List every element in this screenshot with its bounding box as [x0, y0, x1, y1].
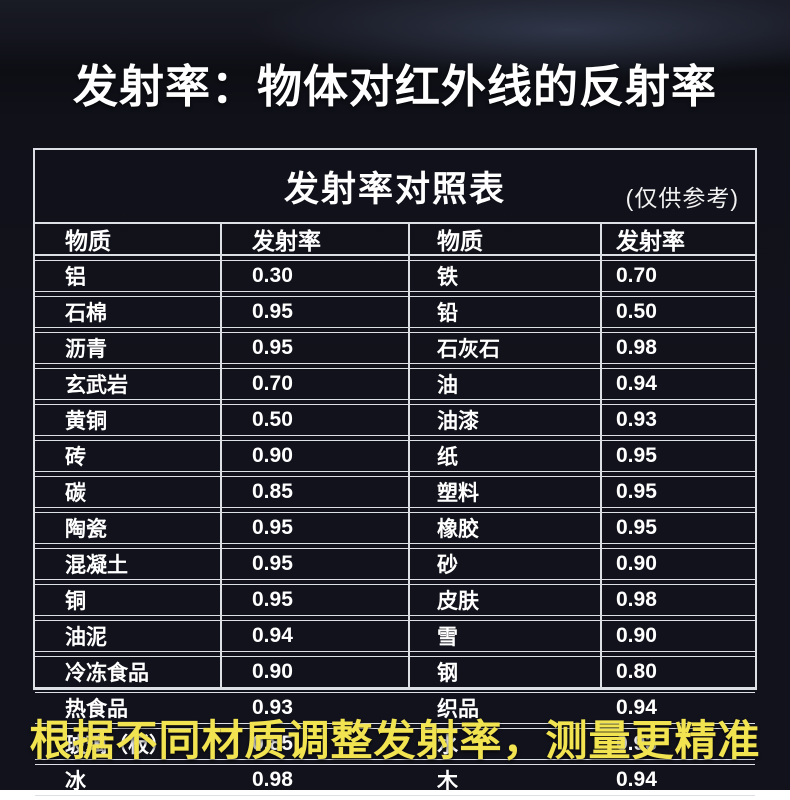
material-cell-left: 冰	[65, 770, 86, 793]
emissivity-cell-left: 0.70	[252, 372, 293, 395]
material-cell-right: 砂	[437, 554, 458, 577]
material-cell-left: 混凝土	[65, 554, 128, 577]
material-cell-right: 水	[437, 734, 458, 757]
emissivity-cell-left: 0.50	[252, 408, 293, 431]
table-row: 冰 0.98 木 0.94	[35, 764, 755, 796]
material-cell-right: 橡胶	[437, 518, 479, 541]
emissivity-cell-left: 0.85	[252, 732, 293, 755]
material-cell-left: 陶瓷	[65, 518, 107, 541]
emissivity-cell-left: 0.98	[252, 768, 293, 791]
table-row: 玄武岩 0.70 油 0.94	[35, 368, 755, 400]
emissivity-cell-right: 0.94	[616, 768, 657, 791]
emissivity-cell-right: 0.94	[616, 372, 657, 395]
table-row: 陶瓷 0.95 橡胶 0.95	[35, 512, 755, 544]
material-cell-right: 塑料	[437, 482, 479, 505]
emissivity-table: 发射率对照表 (仅供参考) 物质 发射率 物质 发射率 铝 0.30 铁 0.7…	[33, 148, 757, 796]
material-cell-left: 沥青	[65, 338, 107, 361]
emissivity-cell-right: 0.93	[616, 732, 657, 755]
page-title: 发射率：物体对红外线的反射率	[72, 61, 717, 112]
material-cell-left: 铝	[65, 266, 86, 289]
material-cell-right: 皮肤	[437, 590, 479, 613]
column-header-material-left: 物质	[65, 228, 111, 254]
material-cell-left: 冷冻食品	[65, 662, 149, 685]
table-row: 热食品 0.93 织品 0.94	[35, 692, 755, 724]
emissivity-cell-right: 0.70	[616, 264, 657, 287]
table-title-row: 发射率对照表 (仅供参考)	[35, 150, 755, 222]
emissivity-cell-right: 0.95	[616, 444, 657, 467]
material-cell-right: 铁	[437, 266, 458, 289]
table-row: 油泥 0.94 雪 0.90	[35, 620, 755, 652]
table-row: 碳 0.85 塑料 0.95	[35, 476, 755, 508]
material-cell-right: 织品	[437, 698, 479, 721]
emissivity-cell-right: 0.80	[616, 660, 657, 683]
material-cell-left: 热食品	[65, 698, 128, 721]
emissivity-cell-left: 0.95	[252, 516, 293, 539]
table-row: 沥青 0.95 石灰石 0.98	[35, 332, 755, 364]
emissivity-cell-right: 0.95	[616, 480, 657, 503]
material-cell-left: 油泥	[65, 626, 107, 649]
table-note: (仅供参考)	[625, 185, 739, 211]
emissivity-cell-right: 0.95	[616, 516, 657, 539]
emissivity-cell-left: 0.94	[252, 624, 293, 647]
table-row: 铝 0.30 铁 0.70	[35, 260, 755, 292]
material-cell-right: 油漆	[437, 410, 479, 433]
material-cell-left: 铜	[65, 590, 86, 613]
emissivity-cell-right: 0.90	[616, 552, 657, 575]
table-row: 玻璃（板） 0.85 水 0.93	[35, 728, 755, 760]
emissivity-cell-right: 0.94	[616, 696, 657, 719]
emissivity-cell-right: 0.50	[616, 300, 657, 323]
emissivity-cell-left: 0.95	[252, 588, 293, 611]
table-header-row: 物质 发射率 物质 发射率	[35, 224, 755, 256]
column-divider-2	[408, 224, 410, 688]
material-cell-right: 石灰石	[437, 338, 500, 361]
material-cell-right: 雪	[437, 626, 458, 649]
emissivity-cell-left: 0.90	[252, 660, 293, 683]
table-title: 发射率对照表	[283, 169, 506, 209]
column-divider-3	[600, 224, 602, 688]
material-cell-right: 纸	[437, 446, 458, 469]
column-divider-1	[220, 224, 222, 688]
emissivity-cell-left: 0.30	[252, 264, 293, 287]
material-cell-right: 铅	[437, 302, 458, 325]
emissivity-cell-left: 0.95	[252, 552, 293, 575]
emissivity-cell-left: 0.95	[252, 300, 293, 323]
table-row: 石棉 0.95 铅 0.50	[35, 296, 755, 328]
material-cell-right: 木	[437, 770, 458, 793]
emissivity-cell-right: 0.90	[616, 624, 657, 647]
table-row: 黄铜 0.50 油漆 0.93	[35, 404, 755, 436]
emissivity-cell-right: 0.98	[616, 588, 657, 611]
material-cell-left: 玻璃（板）	[65, 734, 170, 757]
material-cell-left: 玄武岩	[65, 374, 128, 397]
emissivity-cell-right: 0.93	[616, 408, 657, 431]
material-cell-left: 砖	[65, 446, 86, 469]
emissivity-cell-left: 0.95	[252, 336, 293, 359]
column-header-material-right: 物质	[437, 228, 483, 254]
table-row: 冷冻食品 0.90 钢 0.80	[35, 656, 755, 688]
column-header-emissivity-left: 发射率	[252, 228, 321, 254]
material-cell-right: 油	[437, 374, 458, 397]
table-grid: 物质 发射率 物质 发射率 铝 0.30 铁 0.70 石棉 0.95 铅 0.…	[35, 222, 755, 796]
table-row: 砖 0.90 纸 0.95	[35, 440, 755, 472]
emissivity-cell-right: 0.98	[616, 336, 657, 359]
footer-note: 根据不同材质调整发射率，测量更精准	[29, 717, 761, 764]
emissivity-cell-left: 0.93	[252, 696, 293, 719]
table-row: 混凝土 0.95 砂 0.90	[35, 548, 755, 580]
material-cell-left: 黄铜	[65, 410, 107, 433]
material-cell-left: 碳	[65, 482, 86, 505]
emissivity-cell-left: 0.85	[252, 480, 293, 503]
column-header-emissivity-right: 发射率	[616, 228, 685, 254]
material-cell-right: 钢	[437, 662, 458, 685]
material-cell-left: 石棉	[65, 302, 107, 325]
table-row: 铜 0.95 皮肤 0.98	[35, 584, 755, 616]
emissivity-cell-left: 0.90	[252, 444, 293, 467]
